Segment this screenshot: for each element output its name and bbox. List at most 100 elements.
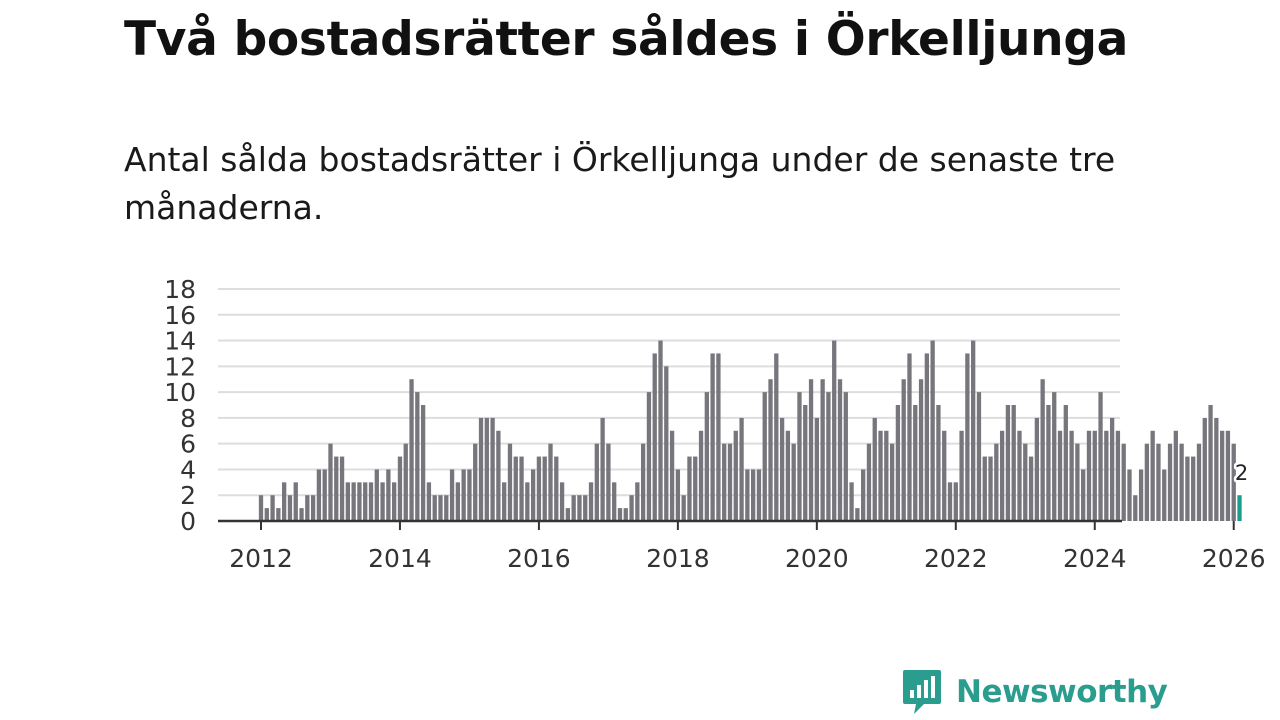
bar (612, 482, 617, 521)
bar (1179, 443, 1184, 521)
bar (565, 508, 571, 521)
bar (1208, 405, 1213, 521)
bar (403, 443, 408, 521)
bar (426, 482, 432, 521)
bar (698, 430, 704, 521)
bar (762, 392, 767, 521)
bar (1028, 456, 1034, 521)
bar (693, 456, 698, 521)
bar (623, 508, 628, 521)
y-tick-label: 6 (180, 430, 196, 459)
bar (467, 469, 472, 521)
bar (392, 482, 397, 521)
bar (640, 443, 646, 521)
bar (1104, 430, 1109, 521)
bar (1063, 405, 1068, 521)
bar (768, 379, 773, 521)
bar (617, 508, 623, 521)
chart-title: Två bostadsrätter såldes i Örkelljunga (124, 12, 1129, 67)
bar (1109, 417, 1115, 521)
bar (652, 353, 657, 521)
bar (982, 456, 987, 521)
bar (334, 456, 339, 521)
bar (345, 482, 350, 521)
bar (635, 482, 640, 521)
bar (1173, 430, 1178, 521)
bar (380, 482, 385, 521)
bar (1046, 405, 1051, 521)
x-tick-label: 2026 (1202, 544, 1266, 573)
bar (901, 379, 906, 521)
bar (942, 430, 947, 521)
bar (328, 443, 333, 521)
bar (397, 456, 403, 521)
bar (913, 405, 918, 521)
bar (779, 417, 785, 521)
bar (449, 469, 455, 521)
bar (444, 495, 449, 521)
bar (258, 495, 264, 521)
bar (606, 443, 611, 521)
bar (1150, 430, 1155, 521)
bar (548, 443, 553, 521)
y-tick-label: 2 (180, 481, 196, 510)
bar (368, 482, 374, 521)
bar (756, 469, 762, 521)
bar (305, 495, 310, 521)
bar (1162, 469, 1167, 521)
bar (600, 417, 605, 521)
bar (826, 392, 831, 521)
bar (675, 469, 681, 521)
bar (739, 417, 744, 521)
bar (554, 456, 559, 521)
bar (1011, 405, 1016, 521)
bar (1017, 430, 1022, 521)
bar (930, 340, 935, 521)
bar (971, 340, 976, 521)
x-tick-label: 2018 (646, 544, 710, 573)
bar (751, 469, 756, 521)
bar (1133, 495, 1138, 521)
bar (316, 469, 322, 521)
bar (455, 482, 461, 521)
bar (415, 392, 420, 521)
bar (722, 443, 727, 521)
y-tick-label: 14 (164, 327, 196, 356)
bar (814, 417, 819, 521)
bar (1196, 443, 1202, 521)
y-tick-label: 0 (180, 507, 196, 536)
bar (878, 430, 883, 521)
bar (1214, 417, 1219, 521)
bar (559, 482, 565, 521)
bar (287, 495, 293, 521)
bar (1231, 443, 1236, 521)
bar (716, 353, 721, 521)
bar (895, 405, 901, 521)
bar (785, 430, 791, 521)
bar (513, 456, 518, 521)
highlight-data-label: 2 (1235, 461, 1248, 485)
bar (357, 482, 362, 521)
bar (976, 392, 982, 521)
bar (1156, 443, 1161, 521)
bar (473, 443, 478, 521)
bar (1052, 392, 1057, 521)
bar (1069, 430, 1074, 521)
bar (310, 495, 316, 521)
bar (420, 405, 426, 521)
bar (322, 469, 327, 521)
bar (478, 417, 484, 521)
bar (1092, 430, 1097, 521)
y-tick-label: 16 (164, 301, 196, 330)
bar (374, 469, 379, 521)
bar (994, 443, 999, 521)
bar (808, 379, 814, 521)
bar (953, 482, 958, 521)
bar (965, 353, 970, 521)
bar (594, 443, 599, 521)
bar (797, 392, 802, 521)
bar (525, 482, 530, 521)
bar (1202, 417, 1207, 521)
bar (1191, 456, 1196, 521)
